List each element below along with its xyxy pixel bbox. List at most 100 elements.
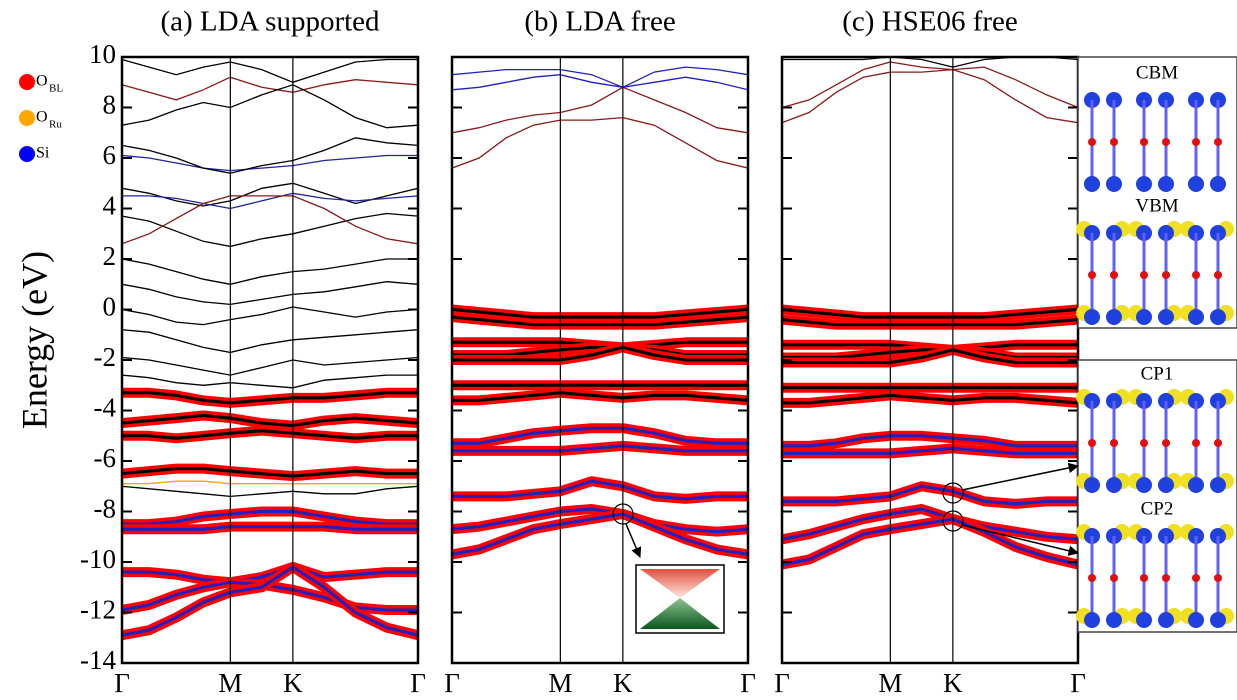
atom-o [1140, 574, 1148, 582]
atom-si [1210, 477, 1226, 493]
atom-si [1106, 309, 1122, 325]
x-tick-label: Γ [114, 668, 130, 698]
atom-o [1162, 138, 1170, 146]
legend-sub: BL [49, 83, 63, 95]
atom-si [1106, 176, 1122, 192]
inset-label: CP1 [1141, 363, 1174, 384]
plot-area [122, 58, 418, 641]
band [452, 512, 748, 556]
band [782, 61, 1078, 109]
band [452, 345, 748, 362]
y-tick-label: -12 [80, 595, 116, 625]
band [122, 258, 418, 285]
band [122, 195, 418, 245]
legend-marker [19, 74, 35, 90]
y-tick-label: -8 [94, 494, 117, 524]
x-tick-label: Γ [444, 668, 460, 698]
atom-si [1188, 309, 1204, 325]
atom-o [1192, 271, 1200, 279]
band [122, 391, 418, 405]
atom-si [1158, 309, 1174, 325]
atom-si [1210, 309, 1226, 325]
band [122, 565, 418, 584]
inset-label: CP2 [1141, 498, 1174, 519]
x-tick-label: Γ [740, 668, 756, 698]
band [782, 68, 1078, 124]
atom-o [1088, 439, 1096, 447]
k-circle [612, 503, 634, 525]
atom-o [1140, 271, 1148, 279]
band [122, 84, 418, 129]
band [122, 525, 418, 531]
legend-label: O [36, 73, 48, 90]
panel-title: (c) HSE06 free [842, 6, 1018, 38]
band [452, 479, 748, 501]
atom-si [1158, 612, 1174, 628]
plot-frame [120, 55, 420, 665]
band [122, 413, 418, 428]
atom-si [1210, 176, 1226, 192]
x-tick-label: K [283, 668, 303, 698]
k-circle [942, 510, 964, 532]
y-tick-label: 2 [103, 241, 117, 271]
atom-o [1214, 439, 1222, 447]
arrow [625, 523, 642, 558]
atom-o [1162, 271, 1170, 279]
atom-o [1110, 574, 1118, 582]
band [782, 507, 1078, 541]
band [782, 57, 1078, 68]
y-tick-label: 0 [103, 292, 117, 322]
band [782, 484, 1078, 506]
x-tick-label: Γ [774, 668, 790, 698]
dirac-cone-upper [640, 569, 720, 598]
dirac-cone-lower [640, 598, 720, 629]
atom-si [1136, 612, 1152, 628]
legend-marker [19, 110, 35, 126]
atom-si [1084, 176, 1100, 192]
band [782, 348, 1078, 364]
band [122, 212, 418, 248]
atom-si [1106, 612, 1122, 628]
x-tick-label: K [613, 668, 633, 698]
band [452, 391, 748, 402]
atom-o [1192, 138, 1200, 146]
inset-label: VBM [1135, 195, 1178, 216]
band [122, 76, 418, 101]
atom-si [1084, 612, 1100, 628]
atom-si [1158, 176, 1174, 192]
band [452, 116, 748, 169]
k-circle [942, 482, 964, 504]
band [452, 315, 748, 327]
y-tick-label: -14 [80, 645, 116, 675]
band [452, 66, 748, 89]
atom-o [1140, 439, 1148, 447]
atom-si [1106, 477, 1122, 493]
arrow [961, 462, 1080, 491]
band [452, 86, 748, 134]
x-tick-label: Γ [1070, 668, 1086, 698]
plot-area [452, 66, 748, 560]
band [122, 192, 418, 210]
band [782, 517, 1078, 566]
band [122, 281, 418, 306]
band [122, 182, 418, 207]
band [122, 154, 418, 172]
band [452, 308, 748, 319]
band [122, 306, 418, 326]
band [782, 308, 1078, 319]
atom-o [1088, 271, 1096, 279]
atom-o [1214, 138, 1222, 146]
legend-marker [19, 146, 35, 162]
y-tick-label: 4 [103, 191, 117, 221]
band [122, 565, 418, 637]
band [782, 393, 1078, 405]
band [122, 480, 418, 485]
y-tick-label: -10 [80, 544, 116, 574]
atom-si [1084, 309, 1100, 325]
inset-frame [1077, 359, 1237, 633]
atom-o [1110, 138, 1118, 146]
atom-o [1140, 138, 1148, 146]
band [122, 329, 418, 354]
band [122, 356, 418, 376]
legend-label: Si [36, 145, 50, 162]
